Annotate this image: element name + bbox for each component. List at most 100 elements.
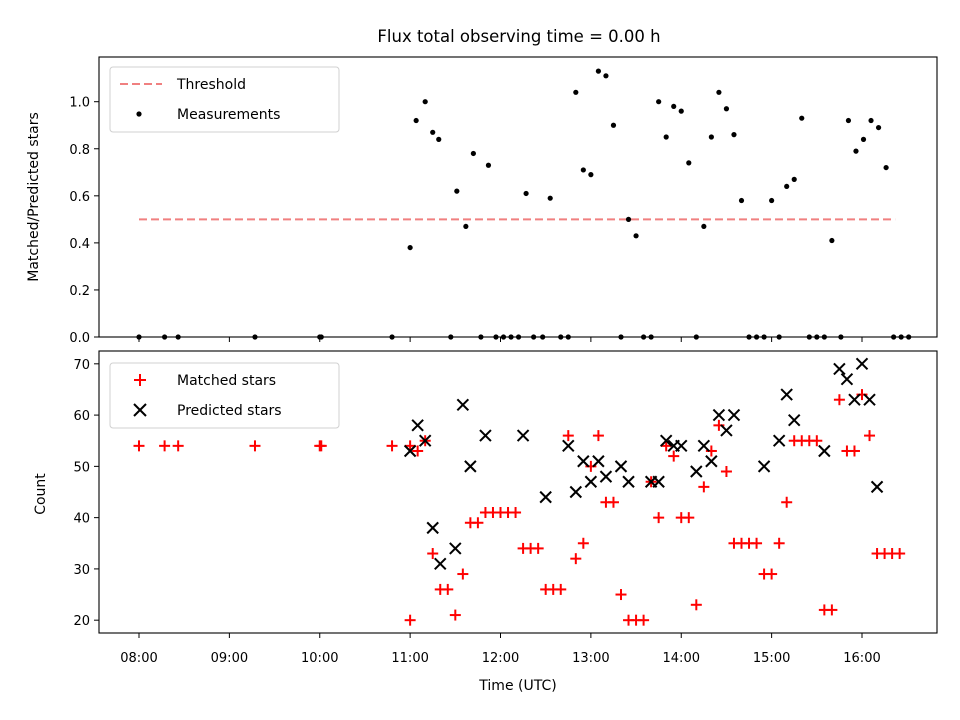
measurement-point bbox=[875, 124, 882, 131]
bottom-x-tick-label: 08:00 bbox=[120, 651, 157, 666]
matched-point bbox=[449, 609, 461, 621]
predicted-point bbox=[456, 398, 470, 412]
matched-point bbox=[826, 604, 838, 616]
measurement-point bbox=[547, 195, 553, 201]
measurement-point bbox=[610, 122, 617, 128]
matched-point bbox=[894, 548, 906, 560]
measurement-point bbox=[723, 106, 730, 112]
matched-point bbox=[577, 537, 589, 549]
predicted-point bbox=[720, 424, 733, 437]
bottom-y-tick-label: 60 bbox=[73, 409, 90, 424]
measurement-point bbox=[485, 162, 492, 168]
predicted-point bbox=[690, 465, 703, 478]
bottom-x-tick-label: 16:00 bbox=[843, 651, 880, 666]
measurement-point bbox=[580, 167, 586, 173]
bottom-y-tick-label: 50 bbox=[73, 460, 90, 475]
matched-point bbox=[412, 445, 424, 457]
bottom-marks bbox=[133, 357, 906, 626]
predicted-point bbox=[464, 460, 477, 473]
measurement-point bbox=[769, 197, 775, 204]
measurement-point bbox=[523, 190, 529, 197]
measurement-point bbox=[686, 160, 692, 166]
measurement-point bbox=[595, 68, 602, 74]
matched-point bbox=[404, 440, 416, 452]
top-x-axis bbox=[138, 337, 863, 342]
measurement-point bbox=[422, 99, 428, 105]
matched-point bbox=[720, 465, 732, 477]
predicted-point bbox=[757, 460, 771, 473]
matched-point bbox=[427, 548, 439, 560]
measurement-point bbox=[436, 136, 442, 142]
matched-point bbox=[668, 450, 680, 462]
matched-point bbox=[864, 430, 876, 442]
measurement-point bbox=[633, 233, 639, 239]
measurement-point bbox=[845, 117, 852, 124]
bottom-y-tick-label: 20 bbox=[73, 614, 90, 629]
measurement-point bbox=[701, 223, 707, 230]
top-y-axis-label: Matched/Predicted stars bbox=[26, 112, 42, 282]
bottom-legend: Matched stars Predicted stars bbox=[109, 362, 340, 429]
predicted-point bbox=[479, 429, 492, 442]
matched-point bbox=[532, 542, 544, 554]
matched-point bbox=[811, 435, 823, 447]
measurement-point bbox=[860, 136, 867, 142]
matched-point bbox=[848, 445, 860, 457]
predicted-point bbox=[599, 470, 613, 483]
matched-point bbox=[172, 440, 184, 452]
top-y-tick-label: 0.6 bbox=[69, 190, 90, 205]
bottom-y-tick-label: 40 bbox=[73, 512, 90, 527]
measurement-point bbox=[454, 188, 460, 194]
measurement-point bbox=[678, 108, 684, 114]
measurement-point bbox=[663, 134, 669, 140]
measurement-point bbox=[470, 150, 476, 157]
matched-point bbox=[472, 517, 484, 529]
measurement-point bbox=[573, 89, 579, 95]
predicted-point bbox=[584, 475, 598, 488]
measurement-point bbox=[716, 89, 722, 95]
legend-matched-swatch bbox=[134, 374, 146, 386]
measurement-point bbox=[883, 164, 889, 171]
matched-point bbox=[457, 568, 469, 580]
predicted-point bbox=[833, 362, 846, 376]
measurement-point bbox=[430, 129, 436, 135]
matched-point bbox=[592, 430, 604, 442]
matched-point bbox=[570, 553, 582, 565]
matched-point bbox=[615, 589, 627, 601]
bottom-x-tick-label: 11:00 bbox=[391, 651, 428, 666]
top-chart-title: Flux total observing time = 0.00 h bbox=[377, 27, 660, 46]
predicted-point bbox=[426, 521, 439, 535]
bottom-x-tick-label: 13:00 bbox=[572, 651, 609, 666]
measurement-point bbox=[603, 73, 609, 79]
predicted-point bbox=[863, 393, 876, 406]
matched-point bbox=[562, 430, 574, 442]
matched-point bbox=[751, 537, 763, 549]
matched-point bbox=[653, 512, 665, 524]
measurement-point bbox=[588, 172, 594, 178]
measurement-point bbox=[799, 115, 805, 121]
bottom-legend-box bbox=[109, 362, 340, 429]
matched-point bbox=[683, 512, 695, 524]
predicted-point bbox=[652, 475, 665, 488]
top-axes-frame bbox=[98, 56, 938, 338]
top-legend: Threshold Measurements bbox=[109, 66, 340, 133]
matched-point bbox=[607, 496, 619, 508]
top-y-axis: 0.0 0.2 0.4 0.6 0.8 1.0 bbox=[69, 96, 99, 346]
matched-point bbox=[442, 583, 454, 595]
measurement-point bbox=[738, 197, 745, 204]
predicted-point bbox=[539, 490, 552, 504]
bottom-x-tick-label: 09:00 bbox=[211, 651, 248, 666]
bottom-x-tick-label: 12:00 bbox=[482, 651, 519, 666]
predicted-point bbox=[577, 455, 590, 468]
predicted-point bbox=[712, 408, 726, 422]
predicted-point bbox=[772, 434, 786, 447]
legend-measurements-swatch bbox=[136, 111, 142, 117]
bottom-x-tick-label: 15:00 bbox=[753, 651, 790, 666]
predicted-point bbox=[569, 485, 583, 499]
matched-point bbox=[510, 507, 522, 519]
matched-point bbox=[315, 440, 327, 452]
predicted-point bbox=[411, 419, 424, 432]
matched-point bbox=[781, 496, 793, 508]
predicted-point bbox=[622, 475, 635, 488]
matched-point bbox=[386, 440, 398, 452]
matched-point bbox=[159, 440, 171, 452]
